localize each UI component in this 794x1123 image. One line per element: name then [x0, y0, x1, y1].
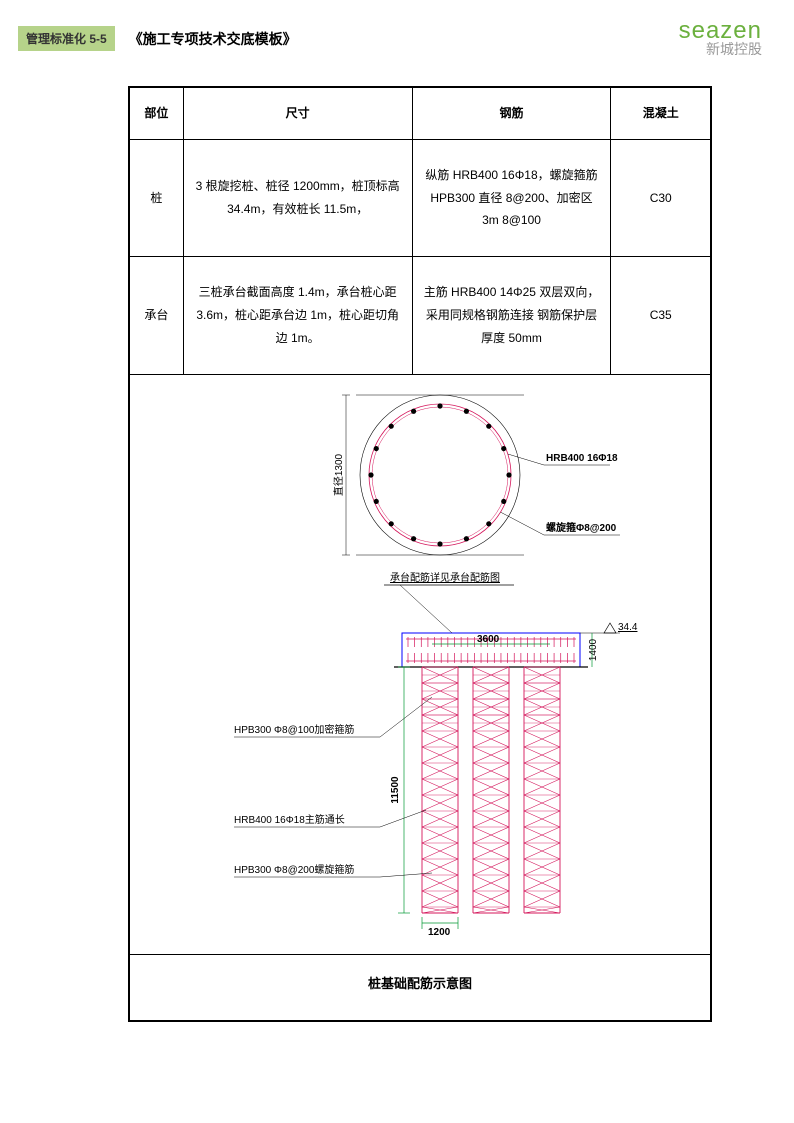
table-header-row: 部位 尺寸 钢筋 混凝土: [130, 88, 711, 140]
svg-text:HPB300 Φ8@100加密箍筋: HPB300 Φ8@100加密箍筋: [234, 723, 354, 736]
th-concrete: 混凝土: [611, 88, 711, 140]
brand-block: seazen 新城控股: [679, 18, 762, 58]
spec-table: 部位 尺寸 钢筋 混凝土 桩 3 根旋挖桩、桩径 1200mm，桩顶标高 34.…: [129, 87, 711, 375]
svg-text:HRB400 16Φ18: HRB400 16Φ18: [546, 453, 618, 464]
th-rebar: 钢筋: [412, 88, 611, 140]
page-title: 《施工专项技术交底模板》: [129, 29, 297, 49]
th-part: 部位: [130, 88, 184, 140]
cell-part: 承台: [130, 257, 184, 374]
table-row: 桩 3 根旋挖桩、桩径 1200mm，桩顶标高 34.4m，有效桩长 11.5m…: [130, 139, 711, 256]
cell-size: 3 根旋挖桩、桩径 1200mm，桩顶标高 34.4m，有效桩长 11.5m，: [183, 139, 412, 256]
svg-text:HRB400 16Φ18主筋通长: HRB400 16Φ18主筋通长: [234, 813, 345, 826]
svg-text:螺旋箍Φ8@200: 螺旋箍Φ8@200: [546, 521, 617, 534]
svg-text:HPB300 Φ8@200螺旋箍筋: HPB300 Φ8@200螺旋箍筋: [234, 863, 354, 876]
cell-rebar: 主筋 HRB400 14Φ25 双层双向，采用同规格钢筋连接 钢筋保护层厚度 5…: [412, 257, 611, 374]
th-size: 尺寸: [183, 88, 412, 140]
cell-size: 三桩承台截面高度 1.4m，承台桩心距 3.6m，桩心距承台边 1m，桩心距切角…: [183, 257, 412, 374]
cell-concrete: C30: [611, 139, 711, 256]
svg-text:11500: 11500: [390, 776, 401, 804]
brand-cn: 新城控股: [679, 42, 762, 57]
svg-text:3600: 3600: [477, 634, 500, 645]
svg-text:直径1300: 直径1300: [332, 453, 345, 496]
table-row: 承台 三桩承台截面高度 1.4m，承台桩心距 3.6m，桩心距承台边 1m，桩心…: [130, 257, 711, 374]
cell-part: 桩: [130, 139, 184, 256]
svg-text:34.4: 34.4: [618, 622, 638, 633]
pile-diagram: 直径1300 HRB400 16Φ18 螺旋箍Φ8@200 承台配筋详见承台配筋图 36…: [130, 375, 712, 955]
svg-text:承台配筋详见承台配筋图: 承台配筋详见承台配筋图: [390, 571, 500, 584]
diagram-caption: 桩基础配筋示意图: [129, 955, 711, 1021]
cell-concrete: C35: [611, 257, 711, 374]
svg-text:1400: 1400: [588, 638, 599, 661]
svg-text:1200: 1200: [428, 927, 451, 938]
diagram-container: 直径1300 HRB400 16Φ18 螺旋箍Φ8@200 承台配筋详见承台配筋图 36…: [129, 375, 711, 955]
main-container: 部位 尺寸 钢筋 混凝土 桩 3 根旋挖桩、桩径 1200mm，桩顶标高 34.…: [128, 86, 712, 1022]
cell-rebar: 纵筋 HRB400 16Φ18，螺旋箍筋 HPB300 直径 8@200、加密区…: [412, 139, 611, 256]
badge: 管理标准化 5-5: [18, 26, 115, 51]
